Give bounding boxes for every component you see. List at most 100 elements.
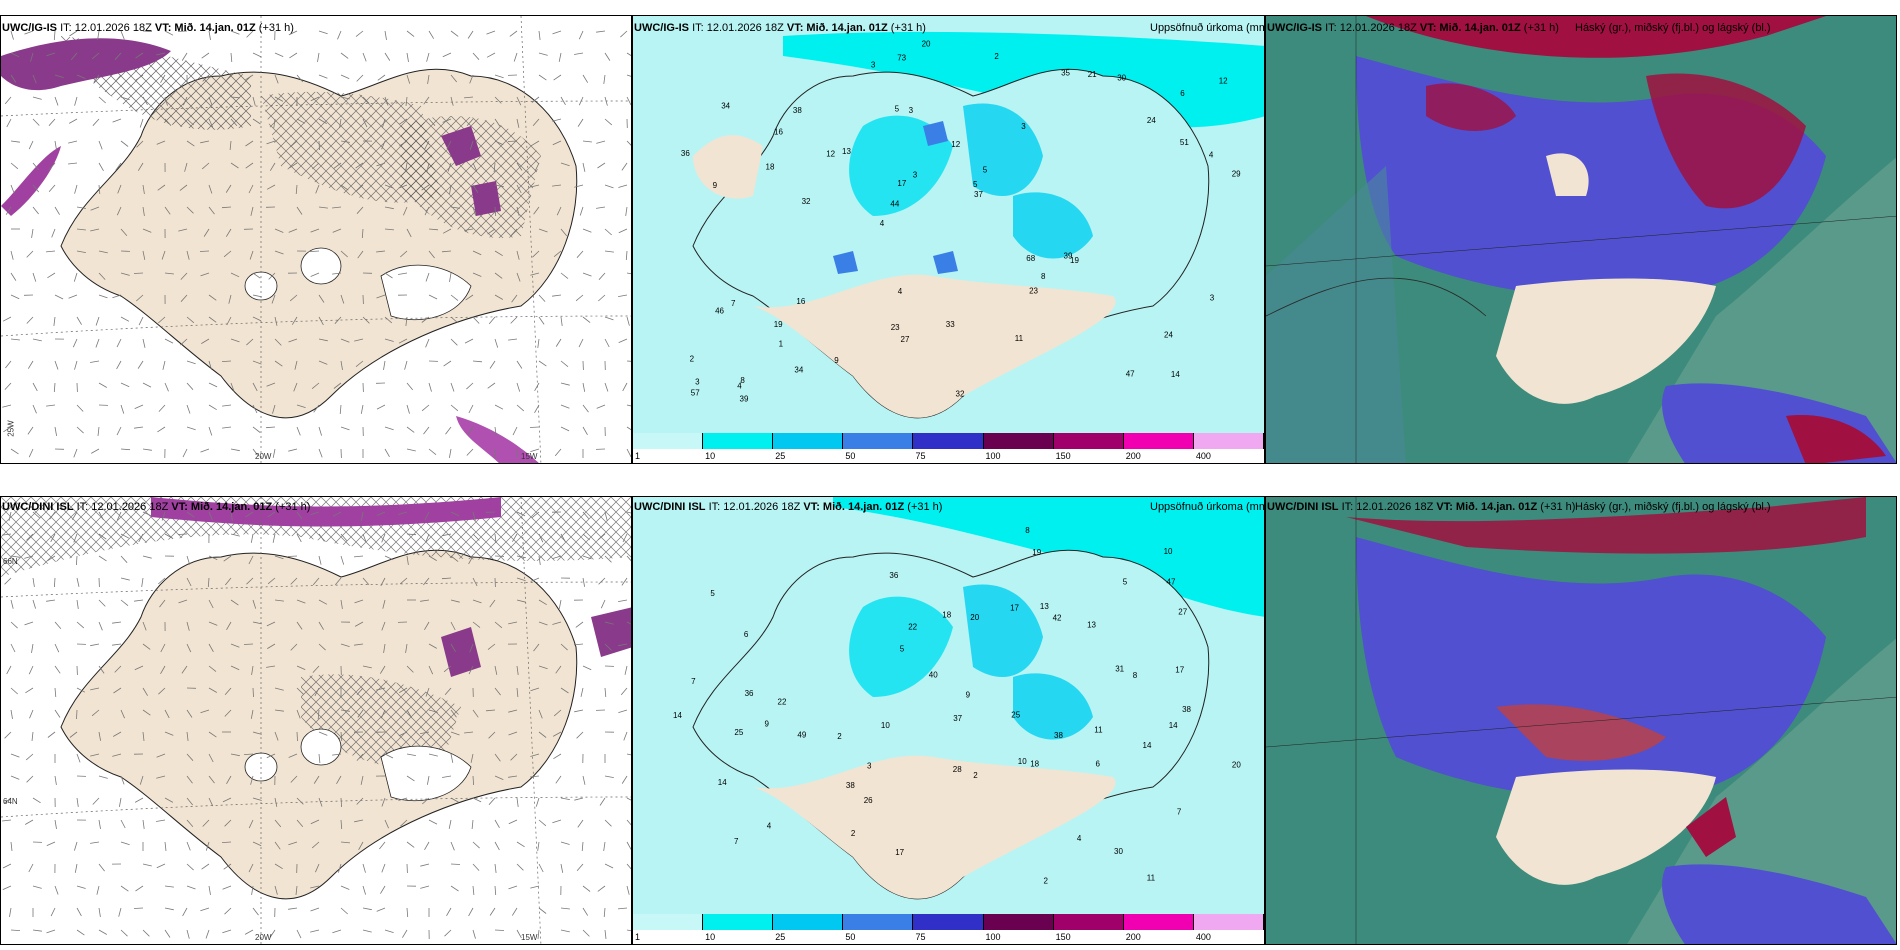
wind-barb: [446, 907, 452, 916]
wind-barb: [250, 775, 254, 785]
precip-value-label: 8: [1041, 272, 1046, 281]
wind-barb: [252, 52, 262, 58]
wind-barb: [405, 162, 408, 172]
precip-value-label: 42: [1053, 613, 1062, 622]
precip-value-label: 39: [740, 395, 749, 404]
wind-barb: [472, 885, 475, 896]
wind-barb: [428, 819, 438, 825]
precip-value-label: 24: [1147, 116, 1156, 125]
wind-barb: [340, 184, 349, 191]
wind-barb: [5, 206, 12, 215]
wind-barb: [552, 555, 562, 559]
wind-barb: [230, 30, 240, 35]
wind-barb: [98, 382, 107, 388]
wind-barb: [626, 885, 630, 895]
colorbar-swatch: [913, 433, 984, 449]
wind-barb: [186, 643, 192, 653]
wind-barb: [384, 448, 390, 457]
wind-barb: [28, 448, 34, 458]
colorbar-swatch: [1053, 914, 1124, 930]
wind-barb: [318, 360, 328, 365]
wind-barb: [360, 404, 364, 414]
wind-barb: [296, 819, 304, 828]
wind-barb: [381, 621, 386, 631]
wind-barb: [442, 228, 452, 234]
wind-barb: [53, 30, 56, 41]
wind-barb: [353, 555, 364, 558]
colorbar-swatch: [773, 914, 844, 930]
wind-barb: [32, 118, 40, 126]
wind-barb: [516, 687, 519, 698]
precip-value-label: 14: [718, 778, 727, 787]
wind-barb: [450, 74, 458, 83]
wind-barb: [222, 404, 232, 407]
wind-barb: [604, 52, 611, 61]
wind-barb: [142, 96, 148, 105]
wind-barb: [2, 863, 12, 869]
wind-barb: [208, 206, 215, 215]
wind-barb: [472, 621, 481, 628]
wind-barb: [112, 118, 122, 123]
colorbar-tick: 10: [705, 451, 716, 461]
wind-barb: [362, 52, 367, 62]
wind-barb: [604, 511, 608, 521]
wind-barb: [156, 863, 166, 869]
wind-barb: [289, 294, 298, 302]
wind-barb: [178, 228, 188, 232]
wind-barb: [120, 404, 125, 414]
wind-barb: [604, 929, 607, 939]
wind-barb: [70, 52, 78, 61]
precip-value-label: 73: [897, 54, 906, 63]
wind-barb: [362, 929, 372, 933]
wind-barb: [471, 819, 474, 830]
wind-barb: [48, 184, 56, 193]
wind-barb: [449, 184, 452, 194]
wind-barb: [338, 863, 342, 873]
wind-barb: [244, 929, 254, 935]
wind-barb: [464, 731, 474, 734]
wind-barb: [208, 316, 217, 323]
wind-barb: [340, 294, 345, 304]
wind-barb: [117, 184, 122, 194]
wind-barb: [516, 360, 523, 369]
wind-barb: [604, 338, 610, 348]
wind-barb: [604, 863, 614, 869]
wind-barb: [224, 687, 232, 696]
wind-barb: [116, 338, 122, 348]
wind-barb: [114, 52, 122, 60]
wind-barb: [164, 841, 167, 851]
wind-barb: [312, 665, 320, 673]
wind-barb: [225, 184, 232, 193]
wind-barb: [267, 511, 276, 518]
wind-barb: [32, 382, 38, 392]
wind-barb: [116, 206, 122, 216]
wind-barb: [90, 841, 100, 844]
wind-barb: [288, 841, 298, 846]
wind-barb: [76, 228, 86, 231]
wind-barb: [560, 797, 570, 800]
wind-barb: [318, 555, 322, 565]
wind-barb: [229, 140, 232, 151]
wind-barb: [318, 30, 328, 35]
wind-barb: [598, 294, 606, 302]
wind-barb: [222, 929, 232, 934]
wind-barb: [381, 863, 386, 873]
wind-barb: [361, 511, 364, 521]
wind-barb: [622, 382, 628, 392]
wind-barb: [32, 404, 37, 414]
wind-barb: [2, 533, 12, 536]
wind-barb: [441, 577, 452, 580]
wind-barb: [310, 96, 320, 102]
wind-barb: [202, 819, 210, 827]
precip-value-label: 29: [1232, 169, 1241, 178]
wind-barb: [428, 294, 438, 300]
wind-barb: [230, 511, 233, 521]
wind-barb: [376, 907, 386, 912]
wind-barb: [516, 599, 526, 603]
precip-value-label: 14: [1169, 721, 1178, 730]
wind-barb: [246, 577, 254, 585]
wind-barb: [425, 272, 430, 282]
wind-barb: [494, 294, 503, 300]
wind-barb: [156, 52, 166, 56]
wind-barb: [538, 599, 547, 606]
